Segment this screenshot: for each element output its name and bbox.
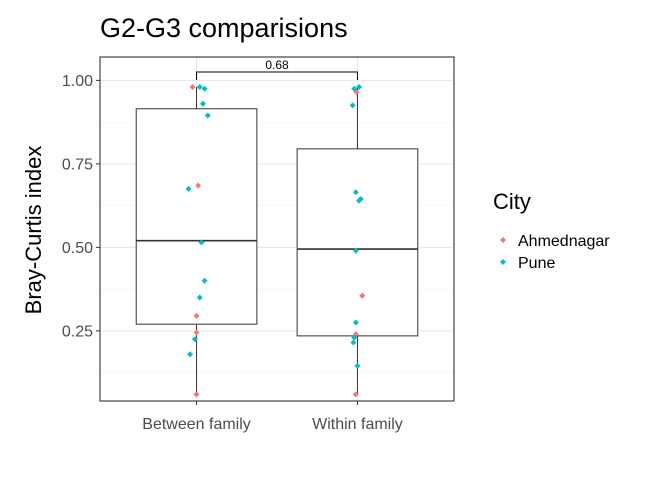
y-tick-label: 0.75 <box>62 156 93 173</box>
legend-title: City <box>493 189 531 214</box>
data-point <box>350 339 357 346</box>
legend-key <box>500 237 506 243</box>
data-point <box>195 182 202 189</box>
data-point <box>193 312 200 319</box>
y-axis-label: Bray-Curtis index <box>21 146 46 315</box>
data-point <box>199 100 206 107</box>
significance-bracket <box>196 71 358 81</box>
y-tick-label: 0.50 <box>62 240 93 257</box>
x-tick-label: Within family <box>312 416 403 433</box>
data-point <box>201 85 208 92</box>
legend: City Ahmednagar Pune <box>493 189 610 272</box>
data-point <box>193 329 200 336</box>
data-point <box>359 292 366 299</box>
data-point <box>356 84 363 91</box>
significance-label: 0.68 <box>265 58 289 72</box>
legend-key <box>500 259 506 265</box>
data-point <box>354 362 361 369</box>
data-point <box>352 247 359 254</box>
data-point <box>349 102 356 109</box>
y-tick-label: 0.25 <box>62 323 93 340</box>
data-point <box>352 319 359 326</box>
data-point <box>204 112 211 119</box>
boxplot-box <box>135 108 258 325</box>
x-tick-label: Between family <box>142 416 251 433</box>
data-point <box>193 391 200 398</box>
boxplot <box>135 87 258 395</box>
legend-label: Pune <box>518 255 555 272</box>
data-point <box>191 336 198 343</box>
boxplot <box>296 87 419 395</box>
data-point <box>196 84 203 91</box>
y-tick-label: 1.00 <box>62 73 93 90</box>
data-point <box>356 197 363 204</box>
chart-title: G2-G3 comparisions <box>100 13 348 43</box>
data-points <box>185 84 366 398</box>
data-point <box>351 334 358 341</box>
data-point <box>189 84 196 91</box>
y-axis-ticks: 0.25 0.50 0.75 1.00 <box>62 73 100 340</box>
data-point <box>352 391 359 398</box>
data-point <box>196 294 203 301</box>
boxplots <box>135 87 419 395</box>
data-point <box>201 277 208 284</box>
panel-border <box>99 56 455 402</box>
x-axis-ticks: Between family Within family <box>142 401 403 433</box>
data-point <box>187 351 194 358</box>
boxplot-box <box>296 148 419 337</box>
legend-label: Ahmednagar <box>518 233 610 250</box>
data-point <box>351 85 358 92</box>
data-point <box>352 189 359 196</box>
annotations: 0.68 <box>196 58 358 81</box>
data-point <box>185 185 192 192</box>
data-point <box>198 239 205 246</box>
